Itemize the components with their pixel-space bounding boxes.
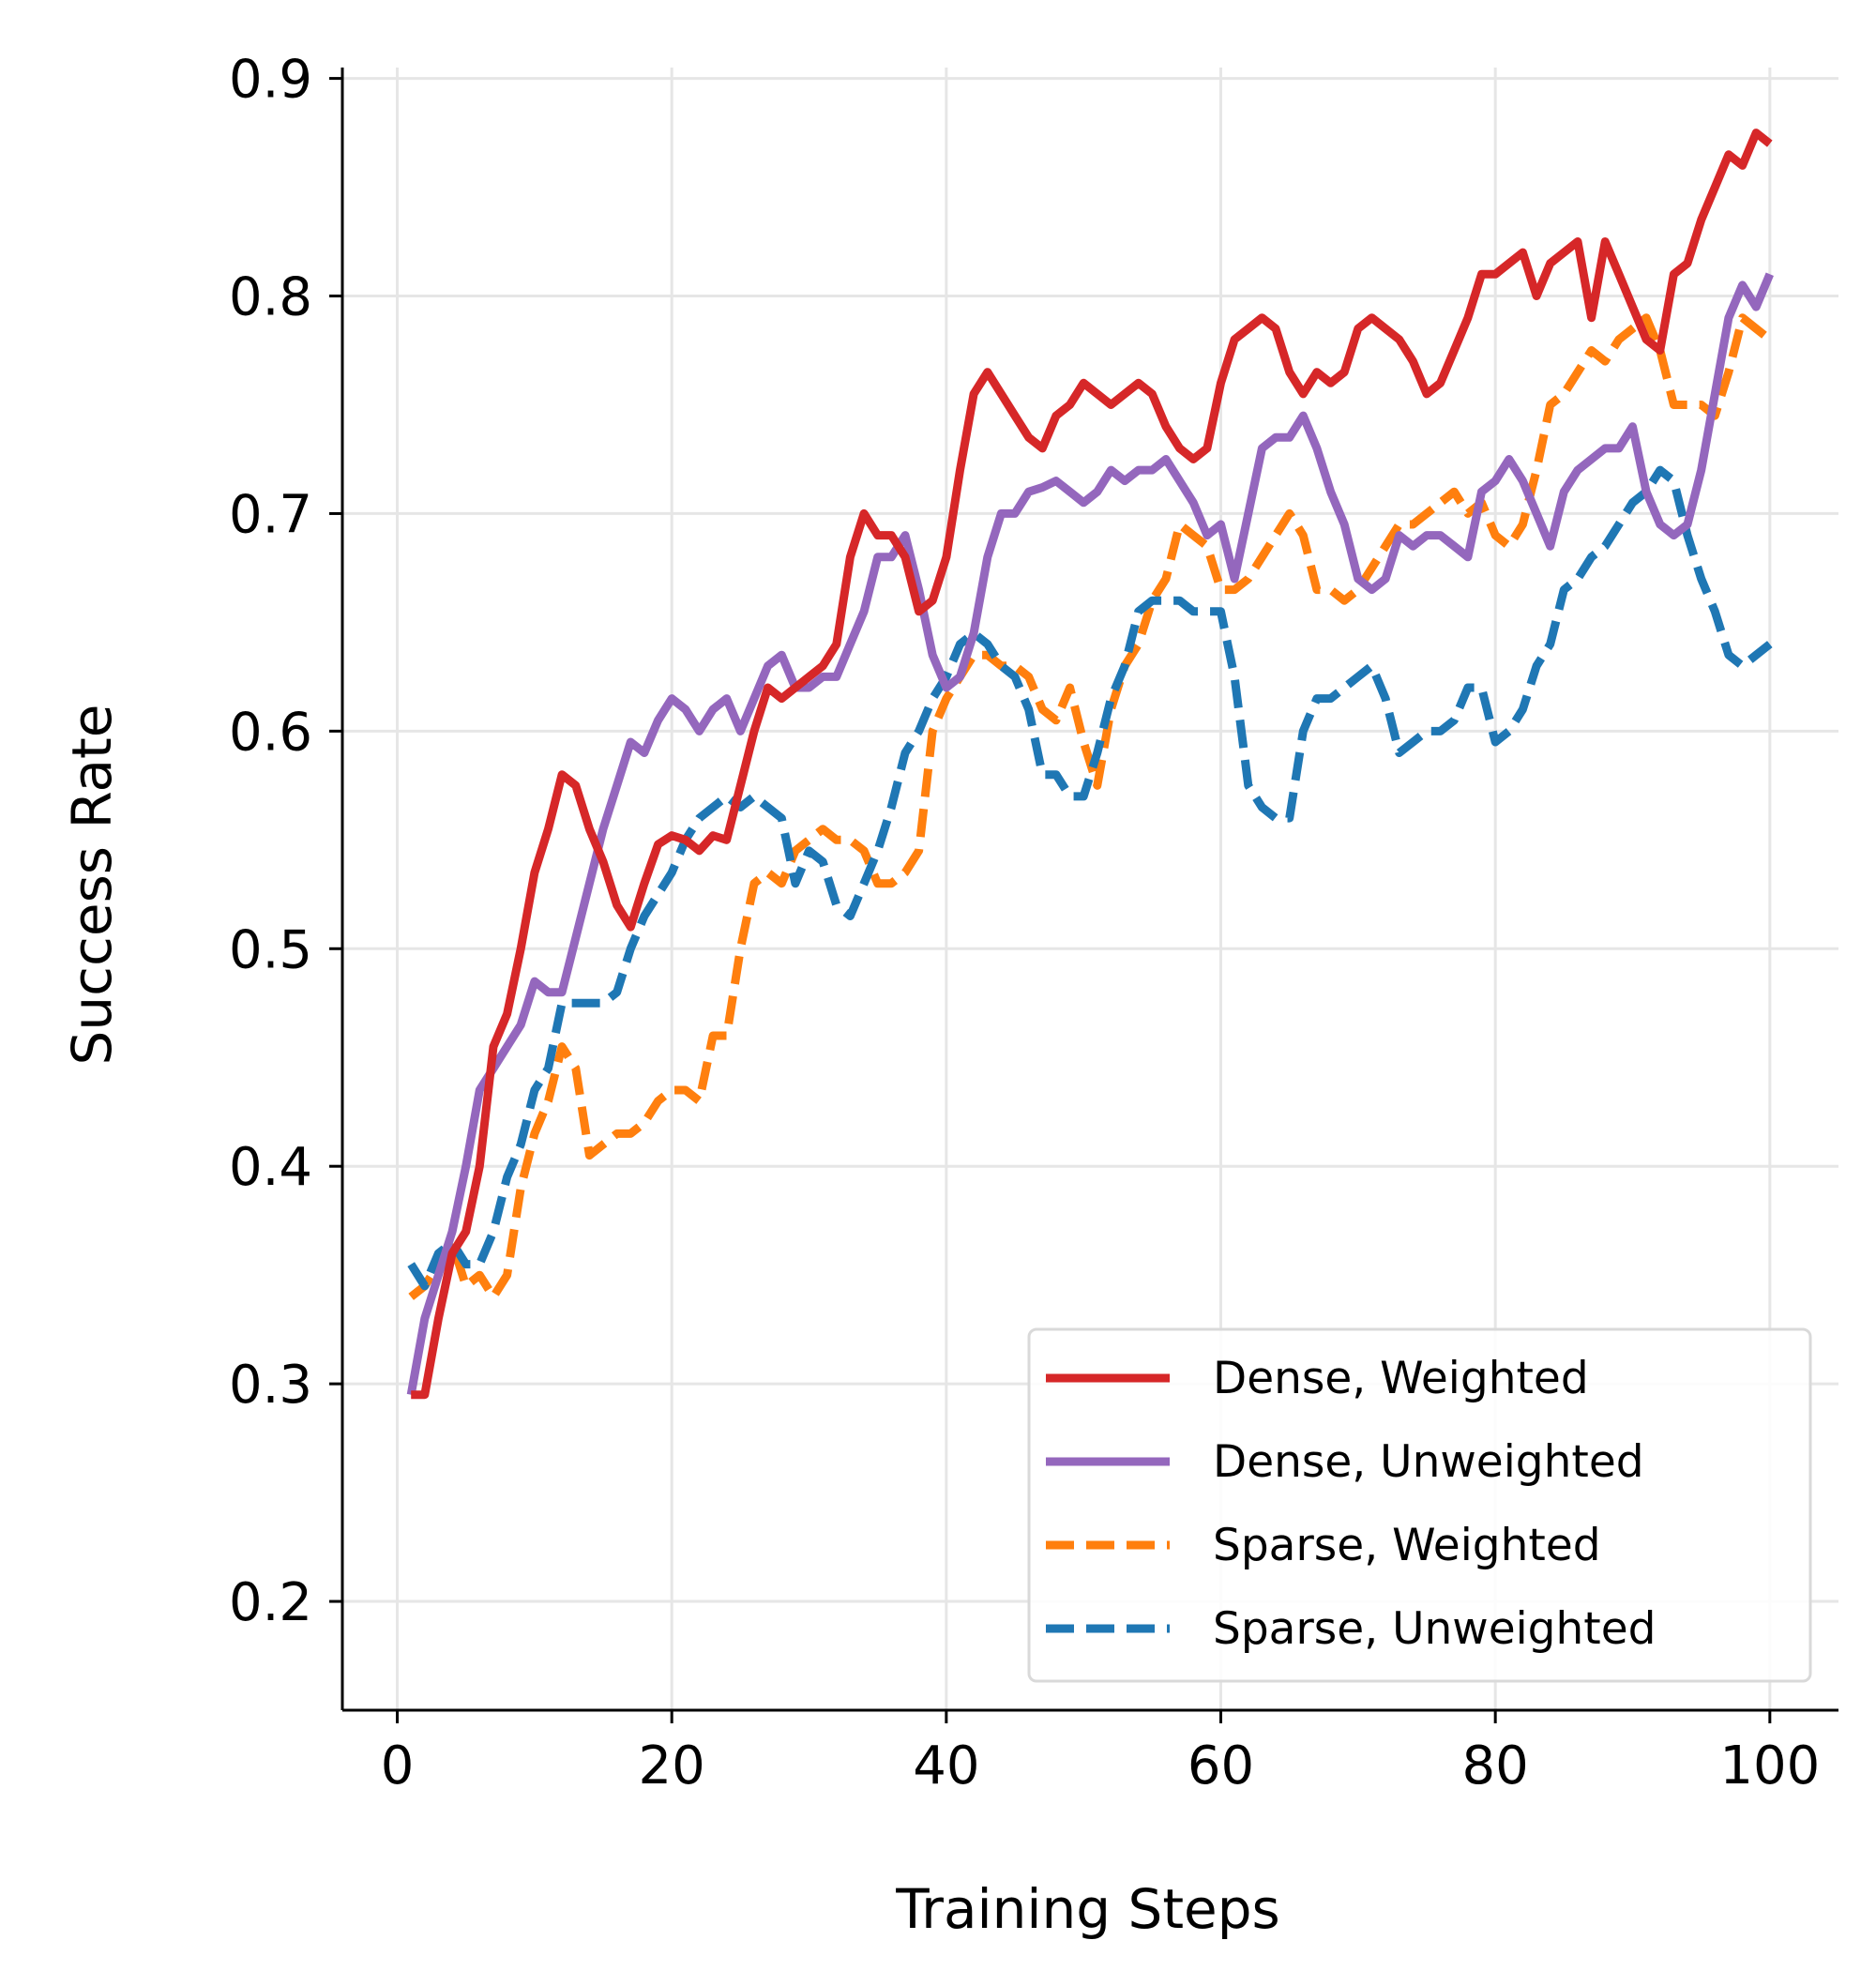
y-tick-label: 0.8 <box>229 267 312 328</box>
x-axis-label: Training Steps <box>895 1877 1280 1941</box>
y-tick-label: 0.4 <box>229 1137 312 1198</box>
legend: Dense, Weighted Dense, Unweighted Sparse, … <box>1027 1327 1812 1683</box>
y-ticks: 0.2 0.3 0.4 0.5 0.6 0.7 0.8 0.9 <box>229 50 342 1633</box>
grid <box>342 68 1838 1710</box>
y-axis-label: Success Rate <box>60 705 124 1066</box>
legend-box <box>1027 1327 1812 1683</box>
x-tick-label: 0 <box>381 1736 415 1796</box>
series-layer <box>406 129 1774 1400</box>
series-line-dense-unweighted <box>406 272 1774 1396</box>
x-ticks: 0 20 40 60 80 100 <box>381 1710 1820 1796</box>
x-tick-label: 40 <box>913 1736 979 1796</box>
legend-label: Sparse, Weighted <box>1213 1520 1601 1571</box>
legend-label: Sparse, Unweighted <box>1213 1603 1656 1655</box>
y-tick-label: 0.9 <box>229 50 312 111</box>
legend-label: Dense, Weighted <box>1213 1353 1589 1404</box>
y-tick-label: 0.3 <box>229 1355 312 1416</box>
x-tick-label: 20 <box>639 1736 705 1796</box>
axes <box>340 68 1838 1712</box>
x-tick-label: 80 <box>1462 1736 1529 1796</box>
y-tick-label: 0.7 <box>229 484 312 545</box>
y-tick-label: 0.6 <box>229 702 312 763</box>
series-line-dense-weighted <box>411 129 1773 1400</box>
y-tick-label: 0.2 <box>229 1572 312 1633</box>
x-tick-label: 60 <box>1188 1736 1254 1796</box>
legend-label: Dense, Unweighted <box>1213 1436 1644 1488</box>
x-tick-label: 100 <box>1719 1736 1820 1796</box>
y-tick-label: 0.5 <box>229 919 312 980</box>
